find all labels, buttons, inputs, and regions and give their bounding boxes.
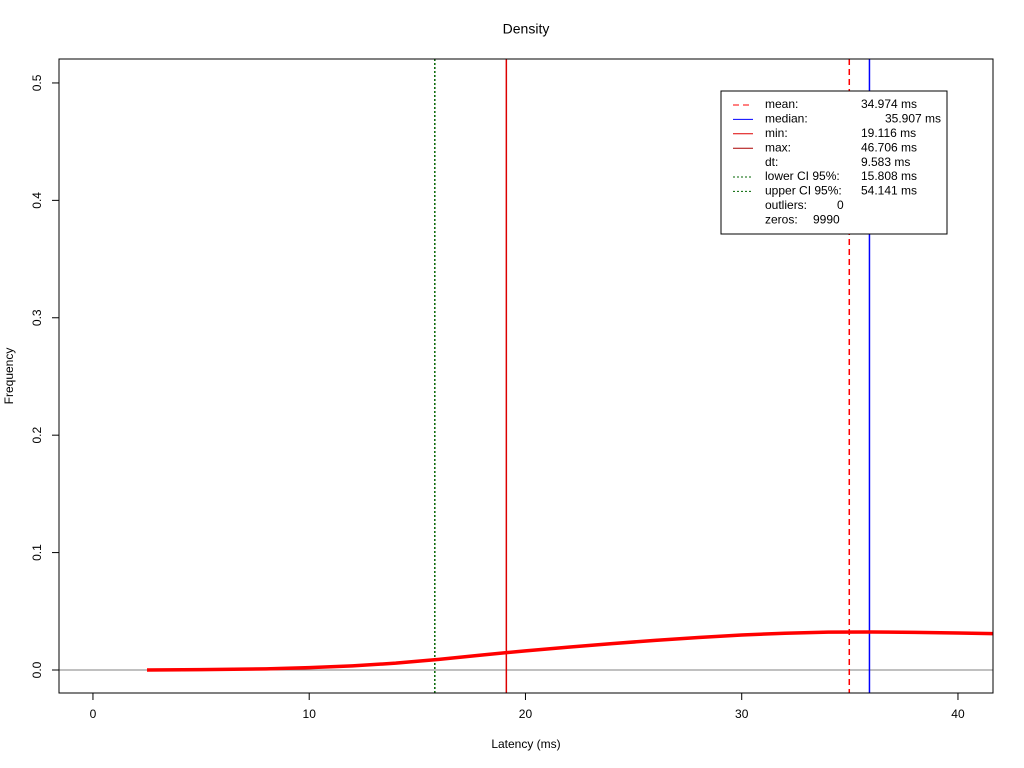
legend-name: upper CI 95%: (765, 184, 842, 198)
legend-value: 34.974 ms (861, 97, 917, 111)
chart-title: Density (503, 21, 550, 37)
y-tick-label: 0.1 (30, 544, 44, 561)
legend-value: 46.706 ms (861, 140, 917, 154)
legend-value: 0 (837, 198, 844, 212)
legend-name: outliers: (765, 198, 807, 212)
y-tick-label: 0.0 (30, 661, 44, 678)
y-axis-label: Frequency (2, 348, 16, 405)
x-tick-label: 20 (519, 707, 533, 721)
y-tick-label: 0.5 (30, 74, 44, 91)
legend-name: lower CI 95%: (765, 169, 840, 183)
x-tick-label: 40 (951, 707, 965, 721)
legend-box (720, 90, 948, 235)
legend-value: 35.907 ms (885, 112, 941, 126)
legend-name: mean: (765, 97, 798, 111)
legend-name: max: (765, 140, 791, 154)
y-tick-label: 0.3 (30, 309, 44, 326)
legend-value: 54.141 ms (861, 184, 917, 198)
legend-value: 15.808 ms (861, 169, 917, 183)
legend-name: min: (765, 126, 788, 140)
y-tick-label: 0.2 (30, 427, 44, 444)
y-tick-label: 0.4 (30, 192, 44, 209)
legend-value: 19.116 ms (861, 126, 916, 140)
legend-value: 9.583 ms (861, 155, 910, 169)
density-curve (147, 630, 993, 672)
x-tick-label: 10 (303, 707, 317, 721)
legend-value: 9990 (813, 212, 840, 226)
x-tick-label: 0 (90, 707, 97, 721)
plot-frame (58, 58, 994, 694)
legend-name: zeros: (765, 212, 798, 226)
legend-name: median: (765, 112, 808, 126)
legend-name: dt: (765, 155, 778, 169)
x-tick-label: 30 (735, 707, 749, 721)
x-axis-label: Latency (ms) (491, 737, 560, 751)
